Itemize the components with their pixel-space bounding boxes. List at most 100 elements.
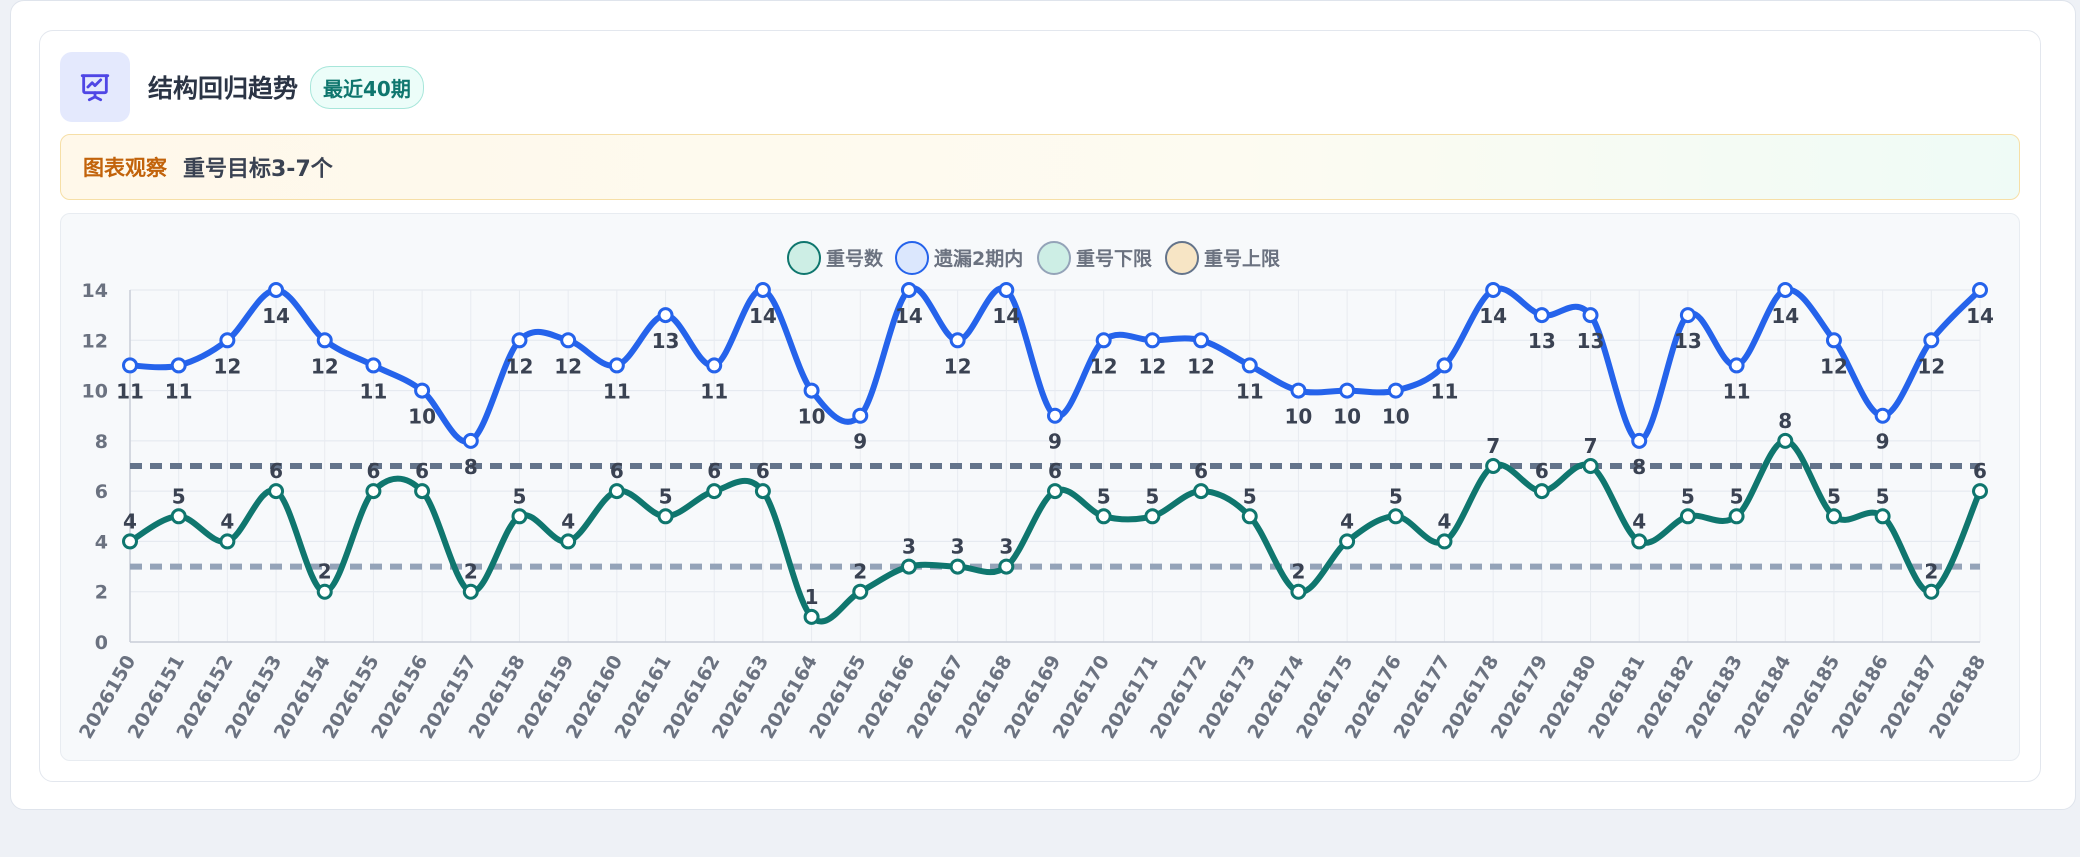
data-label-missing: 9: [853, 430, 867, 454]
point-repeat: [316, 583, 333, 600]
card-title: 结构回归趋势: [148, 74, 299, 103]
point-repeat: [998, 558, 1015, 575]
data-label-repeat: 4: [1438, 509, 1452, 533]
point-repeat: [1290, 583, 1307, 600]
point-repeat: [462, 583, 479, 600]
data-label-missing: 8: [464, 455, 478, 479]
legend-label-missing: 遗漏2期内: [933, 247, 1023, 270]
notice-text: 重号目标3-7个: [183, 157, 333, 182]
point-missing: [657, 307, 674, 324]
data-label-missing: 10: [408, 405, 436, 429]
data-label-repeat: 5: [172, 484, 186, 508]
card-header: 结构回归趋势 最近40期: [60, 52, 424, 122]
data-label-missing: 12: [213, 354, 241, 378]
point-missing: [1874, 407, 1891, 424]
data-label-repeat: 3: [902, 535, 916, 559]
data-label-missing: 14: [1966, 304, 1994, 328]
data-label-repeat: 4: [561, 509, 575, 533]
notice-label: 图表观察: [83, 156, 167, 180]
point-repeat: [170, 508, 187, 525]
y-tick-label: 14: [82, 280, 108, 302]
legend-label-lower: 重号下限: [1076, 248, 1152, 270]
data-label-missing: 13: [652, 329, 680, 353]
point-repeat: [219, 533, 236, 550]
point-missing: [1047, 407, 1063, 424]
point-missing: [462, 432, 479, 449]
data-label-repeat: 4: [1340, 509, 1354, 533]
point-missing: [122, 357, 138, 374]
data-label-repeat: 6: [415, 459, 429, 483]
data-label-repeat: 6: [1048, 459, 1062, 483]
point-missing: [852, 407, 869, 424]
point-repeat: [365, 483, 382, 500]
point-repeat: [1533, 483, 1550, 500]
data-label-repeat: 4: [123, 509, 137, 533]
point-repeat: [1728, 508, 1745, 525]
point-missing: [414, 382, 431, 399]
data-label-missing: 12: [1917, 354, 1945, 378]
data-label-repeat: 6: [1973, 459, 1987, 483]
point-repeat: [754, 483, 771, 500]
data-label-repeat: 2: [1291, 560, 1305, 584]
point-repeat: [949, 558, 966, 575]
point-missing: [998, 282, 1015, 298]
data-label-missing: 14: [992, 304, 1020, 328]
point-missing: [1241, 357, 1258, 374]
point-repeat: [1631, 533, 1648, 550]
data-label-missing: 11: [700, 379, 728, 403]
point-repeat: [1193, 483, 1210, 500]
data-label-repeat: 3: [999, 535, 1013, 559]
data-label-repeat: 6: [756, 459, 770, 483]
point-repeat: [560, 533, 577, 550]
point-missing: [1972, 282, 1988, 298]
data-label-missing: 12: [1138, 354, 1166, 378]
data-label-repeat: 6: [1535, 459, 1549, 483]
point-repeat: [511, 508, 528, 525]
point-repeat: [1485, 458, 1502, 474]
data-label-missing: 12: [554, 354, 582, 378]
point-repeat: [1095, 508, 1112, 525]
point-missing: [1144, 332, 1161, 349]
data-label-missing: 10: [1333, 405, 1361, 429]
point-repeat: [1339, 533, 1356, 550]
point-missing: [560, 332, 577, 349]
data-label-repeat: 6: [707, 459, 721, 483]
data-label-repeat: 5: [1681, 484, 1695, 508]
data-label-repeat: 2: [853, 560, 867, 584]
data-label-missing: 13: [1528, 329, 1556, 353]
point-missing: [1339, 382, 1356, 399]
point-repeat: [1923, 583, 1940, 600]
point-missing: [608, 357, 625, 374]
point-repeat: [1241, 508, 1258, 525]
point-missing: [900, 282, 917, 298]
data-label-missing: 12: [506, 354, 534, 378]
data-label-repeat: 6: [366, 459, 380, 483]
data-label-missing: 11: [165, 379, 193, 403]
data-label-repeat: 5: [1145, 484, 1159, 508]
data-label-repeat: 7: [1486, 434, 1500, 458]
point-missing: [1631, 432, 1648, 449]
point-repeat: [1436, 533, 1453, 550]
data-label-repeat: 4: [1632, 509, 1646, 533]
y-tick-label: 6: [95, 481, 108, 503]
point-missing: [511, 332, 528, 349]
point-repeat: [1679, 508, 1696, 525]
point-missing: [1777, 282, 1794, 298]
y-tick-label: 8: [95, 431, 108, 453]
point-missing: [754, 282, 771, 298]
data-label-missing: 11: [1236, 379, 1264, 403]
data-label-repeat: 2: [318, 560, 332, 584]
point-missing: [268, 282, 285, 298]
data-label-repeat: 2: [1924, 560, 1938, 584]
chart-notice: 图表观察 重号目标3-7个: [60, 134, 2020, 200]
point-repeat: [657, 508, 674, 525]
data-label-missing: 10: [1382, 405, 1410, 429]
y-tick-label: 12: [82, 330, 108, 352]
point-missing: [1728, 357, 1745, 374]
point-missing: [365, 357, 382, 374]
y-tick-label: 4: [95, 531, 108, 553]
data-label-missing: 12: [1187, 354, 1215, 378]
point-missing: [1485, 282, 1502, 298]
point-missing: [1533, 307, 1550, 324]
